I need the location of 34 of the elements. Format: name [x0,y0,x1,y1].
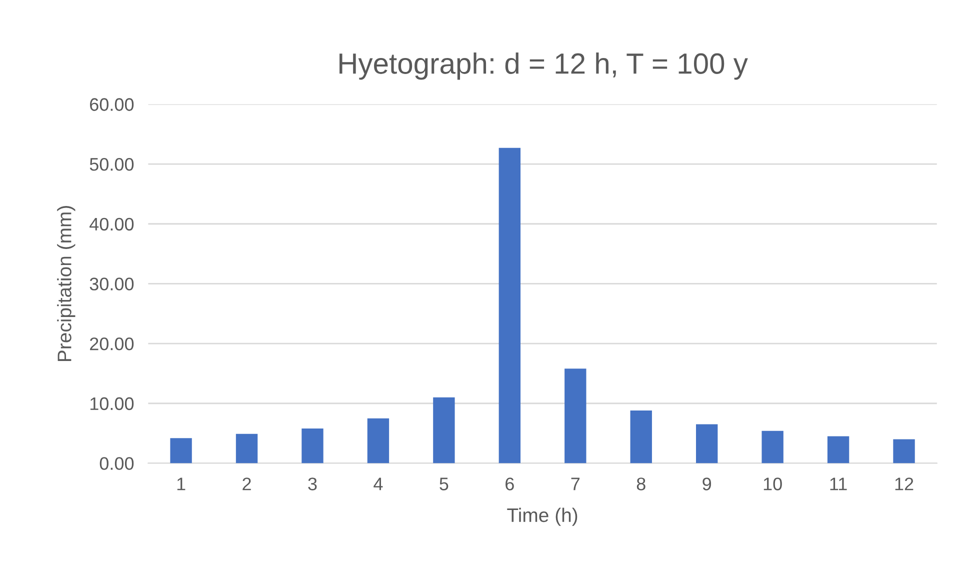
x-tick-label: 11 [830,478,847,490]
y-tick-label: 0.00 [100,457,134,470]
x-tick-label: 8 [636,478,646,490]
y-tick-label: 40.00 [90,218,134,231]
y-tick-label: 50.00 [90,158,134,171]
x-tick-label: 2 [242,478,251,490]
y-tick-label: 60.00 [90,98,134,111]
y-tick-label: 20.00 [90,337,134,350]
bar [498,148,521,464]
bar [564,368,586,464]
bar [630,410,652,464]
x-tick-label: 10 [764,478,782,490]
bar [170,438,192,464]
x-tick-label: 9 [702,478,712,490]
x-tick-label: 4 [374,478,383,490]
x-tick-label: 6 [506,478,514,490]
x-tick-label: 7 [571,478,580,490]
bar [827,436,850,464]
chart-title: Hyetograph: d = 12 h, T = 100 y [340,52,748,80]
x-tick-label: 12 [895,478,914,490]
bar [696,424,718,464]
y-axis-title: Precipitation (mm) [57,206,76,361]
bar [302,428,324,464]
x-tick-label: 3 [308,478,317,490]
x-axis-title: Time (h) [507,508,578,526]
bar [236,434,258,464]
bar [762,430,784,464]
bar [433,397,455,464]
bar [367,418,390,464]
bar [893,439,915,464]
y-tick-label: 10.00 [90,397,134,410]
y-tick-label: 30.00 [90,278,134,290]
x-tick-label: 1 [177,478,186,490]
x-tick-label: 5 [440,478,448,490]
